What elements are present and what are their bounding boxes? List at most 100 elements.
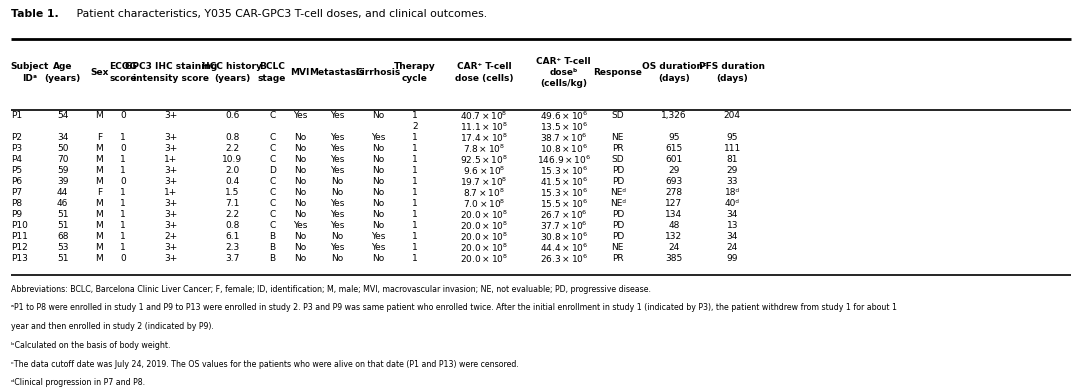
Text: ᶜThe data cutoff date was July 24, 2019. The OS values for the patients who were: ᶜThe data cutoff date was July 24, 2019.… (11, 360, 518, 369)
Text: HCC history
(years): HCC history (years) (202, 62, 262, 83)
Text: C: C (269, 155, 275, 164)
Text: NEᵈ: NEᵈ (610, 188, 625, 197)
Text: 0: 0 (120, 177, 126, 186)
Text: $13.5 \times 10^{6}$: $13.5 \times 10^{6}$ (540, 120, 588, 133)
Text: Sex: Sex (90, 68, 109, 77)
Text: No: No (294, 155, 307, 164)
Text: 3+: 3+ (164, 243, 177, 252)
Text: 1: 1 (120, 166, 126, 175)
Text: CAR⁺ T-cell
dose (cells): CAR⁺ T-cell dose (cells) (455, 62, 513, 83)
Text: $41.5 \times 10^{6}$: $41.5 \times 10^{6}$ (540, 175, 588, 188)
Text: P9: P9 (11, 210, 22, 219)
Text: $10.8 \times 10^{6}$: $10.8 \times 10^{6}$ (540, 142, 588, 155)
Text: PR: PR (612, 254, 623, 263)
Text: 1: 1 (411, 221, 418, 230)
Text: 0.6: 0.6 (225, 111, 240, 120)
Text: 6.1: 6.1 (225, 232, 240, 241)
Text: 1+: 1+ (164, 188, 177, 197)
Text: PD: PD (611, 232, 624, 241)
Text: OS durationᶜ
(days): OS durationᶜ (days) (642, 62, 706, 83)
Text: $8.7 \times 10^{8}$: $8.7 \times 10^{8}$ (463, 186, 504, 199)
Text: MVI: MVI (291, 68, 310, 77)
Text: P11: P11 (11, 232, 28, 241)
Text: No: No (294, 199, 307, 208)
Text: C: C (269, 188, 275, 197)
Text: 34: 34 (57, 133, 68, 142)
Text: Therapy
cycle: Therapy cycle (394, 62, 435, 83)
Text: B: B (269, 243, 275, 252)
Text: C: C (269, 221, 275, 230)
Text: 13: 13 (727, 221, 738, 230)
Text: 1: 1 (120, 221, 126, 230)
Text: 1: 1 (120, 210, 126, 219)
Text: No: No (372, 188, 384, 197)
Text: No: No (330, 177, 343, 186)
Text: $15.5 \times 10^{6}$: $15.5 \times 10^{6}$ (540, 197, 588, 210)
Text: P7: P7 (11, 188, 22, 197)
Text: $49.6 \times 10^{6}$: $49.6 \times 10^{6}$ (540, 109, 588, 122)
Text: 1: 1 (411, 166, 418, 175)
Text: $20.0 \times 10^{8}$: $20.0 \times 10^{8}$ (460, 241, 508, 254)
Text: 1: 1 (411, 177, 418, 186)
Text: 1: 1 (120, 243, 126, 252)
Text: ᵈClinical progression in P7 and P8.: ᵈClinical progression in P7 and P8. (11, 378, 145, 387)
Text: M: M (95, 166, 104, 175)
Text: No: No (372, 177, 384, 186)
Text: 3+: 3+ (164, 111, 177, 120)
Text: P8: P8 (11, 199, 22, 208)
Text: Metastasis: Metastasis (309, 68, 365, 77)
Text: M: M (95, 177, 104, 186)
Text: No: No (294, 254, 307, 263)
Text: 3+: 3+ (164, 166, 177, 175)
Text: P1: P1 (11, 111, 22, 120)
Text: C: C (269, 210, 275, 219)
Text: 2.3: 2.3 (225, 243, 240, 252)
Text: Abbreviations: BCLC, Barcelona Clinic Liver Cancer; F, female; ID, identificatio: Abbreviations: BCLC, Barcelona Clinic Li… (11, 285, 651, 294)
Text: Cirrhosis: Cirrhosis (355, 68, 401, 77)
Text: Yes: Yes (370, 133, 386, 142)
Text: 40ᵈ: 40ᵈ (725, 199, 740, 208)
Text: Response: Response (593, 68, 643, 77)
Text: 278: 278 (665, 188, 683, 197)
Text: 18ᵈ: 18ᵈ (725, 188, 740, 197)
Text: M: M (95, 232, 104, 241)
Text: 2: 2 (411, 122, 418, 131)
Text: M: M (95, 155, 104, 164)
Text: ᵇCalculated on the basis of body weight.: ᵇCalculated on the basis of body weight. (11, 341, 171, 350)
Text: P3: P3 (11, 144, 22, 153)
Text: 1: 1 (411, 199, 418, 208)
Text: 0.8: 0.8 (225, 221, 240, 230)
Text: P6: P6 (11, 177, 22, 186)
Text: Subject
IDᵃ: Subject IDᵃ (11, 62, 50, 83)
Text: $20.0 \times 10^{8}$: $20.0 \times 10^{8}$ (460, 230, 508, 243)
Text: 1: 1 (411, 243, 418, 252)
Text: Yes: Yes (293, 111, 308, 120)
Text: $7.0 \times 10^{8}$: $7.0 \times 10^{8}$ (462, 197, 505, 210)
Text: 1: 1 (120, 188, 126, 197)
Text: 1: 1 (411, 232, 418, 241)
Text: M: M (95, 111, 104, 120)
Text: PR: PR (612, 144, 623, 153)
Text: PFS duration
(days): PFS duration (days) (699, 62, 766, 83)
Text: 24: 24 (669, 243, 679, 252)
Text: PD: PD (611, 221, 624, 230)
Text: 1: 1 (411, 155, 418, 164)
Text: B: B (269, 232, 275, 241)
Text: No: No (294, 166, 307, 175)
Text: 2.2: 2.2 (225, 210, 240, 219)
Text: 3+: 3+ (164, 221, 177, 230)
Text: Patient characteristics, Y035 CAR-GPC3 T-cell doses, and clinical outcomes.: Patient characteristics, Y035 CAR-GPC3 T… (73, 9, 487, 19)
Text: 34: 34 (727, 232, 738, 241)
Text: Yes: Yes (329, 166, 345, 175)
Text: BCLC
stage: BCLC stage (258, 62, 286, 83)
Text: P10: P10 (11, 221, 28, 230)
Text: Yes: Yes (370, 232, 386, 241)
Text: 601: 601 (665, 155, 683, 164)
Text: 0: 0 (120, 254, 126, 263)
Text: 34: 34 (727, 210, 738, 219)
Text: 3+: 3+ (164, 144, 177, 153)
Text: 95: 95 (669, 133, 679, 142)
Text: $11.1 \times 10^{8}$: $11.1 \times 10^{8}$ (460, 120, 508, 133)
Text: M: M (95, 243, 104, 252)
Text: 1: 1 (411, 188, 418, 197)
